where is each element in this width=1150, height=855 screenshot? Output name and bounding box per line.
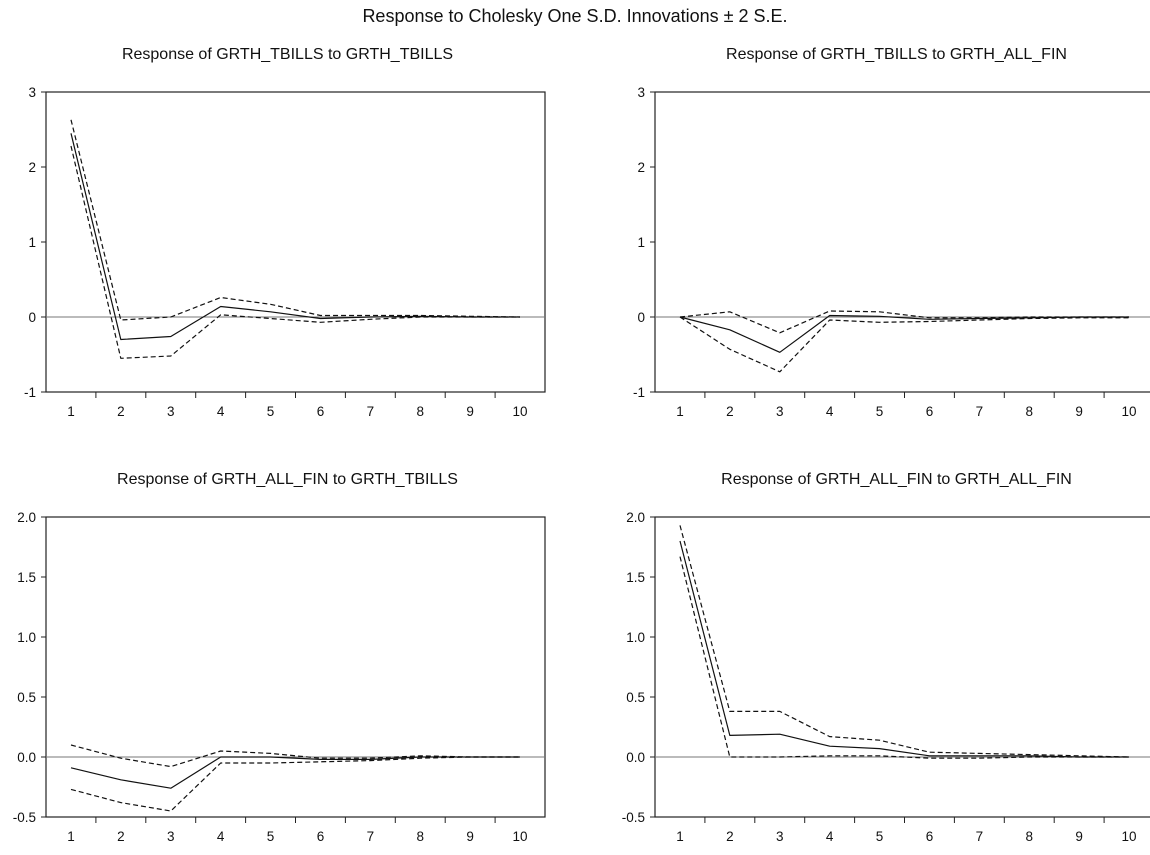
x-tick-label: 8: [1025, 829, 1033, 844]
x-tick-label: 1: [67, 829, 75, 844]
y-tick-label: 0.0: [17, 750, 36, 765]
x-tick-label: 6: [926, 404, 934, 419]
y-tick-label: 3: [28, 85, 36, 100]
response-line: [679, 540, 1129, 758]
x-tick-label: 9: [466, 404, 474, 419]
chart-panel-bottom-right: Response of GRTH_ALL_FIN to GRTH_ALL_FIN…: [609, 425, 1150, 844]
plot-area: -1 0 1 2 3 1 2 3 4 5 6 7 8 9 10: [633, 85, 1150, 419]
x-tick-label: 10: [1122, 829, 1137, 844]
upper-band-line: [679, 525, 1130, 758]
x-tick-label: 5: [267, 404, 275, 419]
panel-title: Response of GRTH_TBILLS to GRTH_TBILLS: [121, 46, 454, 63]
x-tick-label: 10: [513, 829, 528, 844]
y-tick-label: 0.5: [626, 690, 645, 705]
response-line: [679, 314, 1129, 353]
x-tick-label: 3: [776, 829, 784, 844]
x-tick-label: 1: [67, 404, 75, 419]
y-tick-label: -0.5: [13, 810, 36, 825]
y-tick-label: 1: [28, 235, 36, 250]
x-tick-label: 2: [726, 404, 734, 419]
y-tick-label: -0.5: [622, 810, 645, 825]
chart-panel-top-left: Response of GRTH_TBILLS to GRTH_TBILLS -…: [0, 0, 575, 419]
y-tick-label: 2.0: [17, 510, 36, 525]
plot-frame: [654, 91, 1150, 393]
lower-band-line: [679, 556, 1129, 759]
y-tick-label: 1: [637, 235, 645, 250]
x-tick-label: 8: [1025, 404, 1033, 419]
y-tick-label: 2: [637, 160, 645, 175]
x-tick-label: 6: [317, 829, 325, 844]
x-tick-label: 4: [217, 404, 225, 419]
panel-title: Response of GRTH_ALL_FIN to GRTH_TBILLS: [117, 471, 458, 488]
x-tick-label: 1: [676, 404, 684, 419]
x-tick-label: 4: [826, 829, 834, 844]
y-tick-label: -1: [633, 385, 645, 400]
y-tick-label: 1.5: [17, 570, 36, 585]
y-tick-label: 1.0: [626, 630, 645, 645]
y-tick-label: 0: [28, 310, 36, 325]
chart-panel-top-right: Response of GRTH_TBILLS to GRTH_ALL_FIN …: [609, 0, 1150, 419]
figure-title: Response to Cholesky One S.D. Innovation…: [362, 6, 788, 26]
y-tick-label: 2: [28, 160, 36, 175]
y-tick-label: 1.0: [17, 630, 36, 645]
x-tick-label: 9: [466, 829, 474, 844]
x-tick-label: 6: [926, 829, 934, 844]
plot-area: -0.5 0.0 0.5 1.0 1.5 2.0 1 2 3 4 5 6 7 8 9 10: [622, 510, 1150, 844]
y-tick-label: 1.5: [626, 570, 645, 585]
upper-band-line: [70, 744, 520, 768]
x-tick-label: 5: [876, 404, 884, 419]
x-tick-label: 8: [416, 404, 424, 419]
lower-band-line: [679, 316, 1129, 373]
x-tick-label: 5: [267, 829, 275, 844]
x-tick-label: 8: [416, 829, 424, 844]
x-tick-label: 3: [167, 404, 175, 419]
panel-title: Response of GRTH_ALL_FIN to GRTH_ALL_FIN: [721, 471, 1072, 488]
panel-title: Response of GRTH_TBILLS to GRTH_ALL_FIN: [726, 46, 1067, 63]
x-tick-label: 6: [317, 404, 325, 419]
y-tick-label: 3: [637, 85, 645, 100]
response-line: [70, 133, 520, 341]
x-tick-label: 7: [976, 404, 984, 419]
x-tick-label: 9: [1075, 404, 1083, 419]
x-tick-label: 1: [676, 829, 684, 844]
plot-frame: [45, 516, 546, 818]
x-tick-label: 3: [167, 829, 175, 844]
plot-frame: [45, 91, 546, 393]
response-line: [70, 756, 520, 789]
x-tick-label: 10: [513, 404, 528, 419]
plot-frame: [654, 516, 1150, 818]
chart-panel-bottom-left: Response of GRTH_ALL_FIN to GRTH_TBILLS …: [0, 425, 575, 844]
x-tick-label: 7: [976, 829, 984, 844]
y-tick-label: 2.0: [626, 510, 645, 525]
y-tick-label: -1: [24, 385, 36, 400]
x-tick-label: 4: [826, 404, 834, 419]
x-tick-label: 7: [367, 829, 375, 844]
y-tick-label: 0: [637, 310, 645, 325]
x-tick-label: 3: [776, 404, 784, 419]
x-tick-label: 4: [217, 829, 225, 844]
x-tick-label: 2: [726, 829, 734, 844]
plot-area: -0.5 0.0 0.5 1.0 1.5 2.0 1 2 3 4 5 6 7 8 9 10: [13, 510, 546, 844]
x-tick-label: 2: [117, 829, 125, 844]
upper-band-line: [679, 310, 1129, 334]
x-tick-label: 2: [117, 404, 125, 419]
x-tick-label: 5: [876, 829, 884, 844]
x-tick-label: 7: [367, 404, 375, 419]
y-tick-label: 0.5: [17, 690, 36, 705]
upper-band-line: [70, 119, 521, 321]
y-tick-label: 0.0: [626, 750, 645, 765]
lower-band-line: [70, 756, 520, 812]
x-tick-label: 9: [1075, 829, 1083, 844]
x-tick-label: 10: [1122, 404, 1137, 419]
lower-band-line: [70, 145, 520, 359]
plot-area: -1 0 1 2 3 1 2 3 4 5 6 7 8 9 10: [24, 85, 546, 419]
